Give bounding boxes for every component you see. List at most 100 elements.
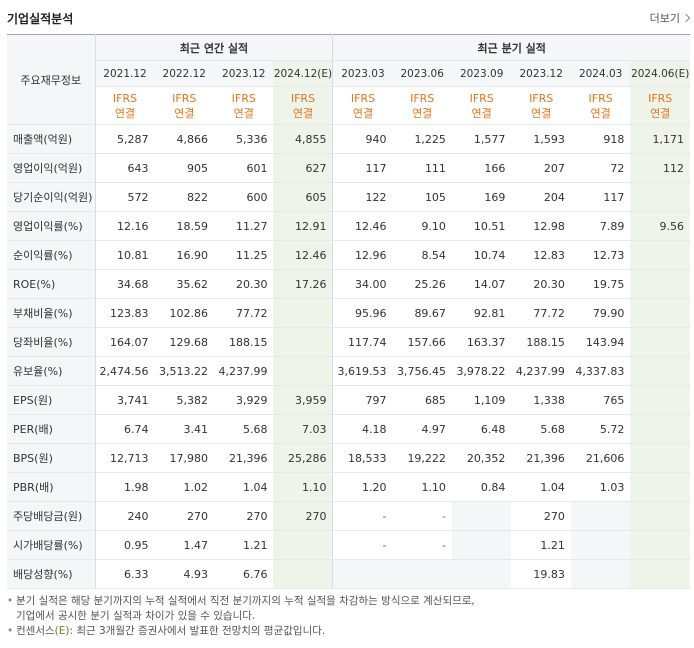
table-cell: 164.07 (95, 327, 155, 357)
table-cell: 10.51 (451, 211, 512, 241)
row-label: 시가배당률(%) (7, 530, 96, 560)
table-cell (332, 559, 393, 589)
table-row: 영업이익률(%) 12.16 18.59 11.27 12.91 12.46 9.10 10.… (7, 211, 690, 241)
table-cell: 188.15 (511, 327, 571, 357)
table-cell: 1.02 (154, 472, 214, 502)
ifrs-basis-label: IFRS 연결 (213, 86, 274, 125)
table-cell: 6.33 (95, 559, 155, 589)
table-cell: 12,713 (95, 443, 155, 473)
table-cell: 4,855 (273, 124, 333, 154)
period-header: 2023.09 (451, 60, 512, 87)
table-cell: 1.10 (273, 472, 333, 502)
table-cell: 3,929 (213, 385, 274, 415)
table-cell: 3,619.53 (332, 356, 393, 386)
table-cell: 270 (511, 501, 571, 531)
table-cell: 34.68 (95, 269, 155, 299)
table-cell (392, 559, 452, 589)
table-cell: 1.98 (95, 472, 155, 502)
table-cell (630, 240, 690, 270)
table-cell: 7.03 (273, 414, 333, 444)
table-cell: 207 (511, 153, 571, 183)
table-cell: 34.00 (332, 269, 393, 299)
table-cell: 601 (213, 153, 274, 183)
more-label: 더보기 (649, 12, 680, 25)
period-header: 2023.12 (213, 60, 274, 87)
table-cell: 4.18 (332, 414, 393, 444)
table-cell: 20.30 (213, 269, 274, 299)
ifrs-basis-label: IFRS 연결 (630, 86, 690, 125)
table-cell: 102.86 (154, 298, 214, 328)
table-row: 유보율(%) 2,474.56 3,513.22 4,237.99 3,619.53 3,… (7, 356, 690, 386)
table-cell (630, 182, 690, 212)
footnote-2: • 컨센서스(E): 최근 3개월간 증권사에서 발표한 전망치의 평균값입니다. (7, 624, 690, 639)
row-label: 순이익률(%) (7, 240, 96, 270)
table-cell: 20,352 (451, 443, 512, 473)
table-cell (451, 530, 512, 560)
row-label: PER(배) (7, 414, 96, 444)
table-cell (273, 559, 333, 589)
table-cell: 822 (154, 182, 214, 212)
table-cell: 72 (570, 153, 631, 183)
table-cell: 25.26 (392, 269, 452, 299)
table-cell: 123.83 (95, 298, 155, 328)
table-row: 영업이익(억원) 643 905 601 627 117 111 166 207 72 112 (7, 153, 690, 183)
table-cell: 188.15 (213, 327, 274, 357)
ifrs-basis-label: IFRS 연결 (451, 86, 512, 125)
table-cell: 0.95 (95, 530, 155, 560)
period-header: 2023.03 (332, 60, 393, 87)
group-quarter-header: 최근 분기 실적 (332, 34, 690, 61)
table-cell (630, 385, 690, 415)
panel-title: 기업실적분석 (7, 11, 74, 26)
table-cell: 5.72 (570, 414, 631, 444)
table-cell: 12.73 (570, 240, 631, 270)
table-cell: 5,336 (213, 124, 274, 154)
table-cell: 117 (570, 182, 631, 212)
table-cell: 5,287 (95, 124, 155, 154)
table-cell: 12.16 (95, 211, 155, 241)
table-cell: 5,382 (154, 385, 214, 415)
chevron-right-icon (681, 13, 691, 23)
footnote-2-text: : 최근 3개월간 증권사에서 발표한 전망치의 평균값입니다. (69, 625, 326, 637)
table-cell: 95.96 (332, 298, 393, 328)
table-cell (451, 501, 512, 531)
consolidated-label: 연결 (471, 106, 492, 120)
bullet-icon: • (7, 625, 14, 637)
ifrs-basis-label: IFRS 연결 (273, 86, 333, 125)
table-cell: 21,396 (511, 443, 571, 473)
table-cell (570, 559, 631, 589)
table-cell: 1.03 (570, 472, 631, 502)
consolidated-label: 연결 (412, 106, 433, 120)
table-cell: 270 (213, 501, 274, 531)
table-cell: 12.46 (332, 211, 393, 241)
table-cell: 605 (273, 182, 333, 212)
table-cell: 79.90 (570, 298, 631, 328)
table-cell: 1,171 (630, 124, 690, 154)
table-cell: 21,606 (570, 443, 631, 473)
table-row: ROE(%) 34.68 35.62 20.30 17.26 34.00 25.26 14.0… (7, 269, 690, 299)
row-label: EPS(원) (7, 385, 96, 415)
footnote-1-cont: 기업에서 공시한 분기 실적과 차이가 있을 수 있습니다. (7, 609, 690, 624)
table-cell: 204 (511, 182, 571, 212)
financial-table: 주요재무정보 최근 연간 실적 최근 분기 실적 2021.12 2022.12 2023… (7, 34, 690, 589)
table-cell: 10.81 (95, 240, 155, 270)
table-cell: 1.04 (511, 472, 571, 502)
ifrs-basis-label: IFRS 연결 (95, 86, 155, 125)
table-cell: 105 (392, 182, 452, 212)
table-cell (273, 356, 333, 386)
ifrs-label: IFRS (529, 91, 554, 105)
table-cell: 5.68 (213, 414, 274, 444)
more-link[interactable]: 더보기 (649, 10, 691, 26)
period-header: 2024.12(E) (273, 60, 333, 87)
table-row: 순이익률(%) 10.81 16.90 11.25 12.46 12.96 8.54 10.7… (7, 240, 690, 270)
bullet-icon: • (7, 595, 14, 607)
corner-label: 주요재무정보 (7, 34, 96, 125)
table-cell: 765 (570, 385, 631, 415)
ifrs-label: IFRS (290, 91, 316, 105)
table-cell (630, 327, 690, 357)
table-cell: 19,222 (392, 443, 452, 473)
table-row: 매출액(억원) 5,287 4,866 5,336 4,855 940 1,225 1,577… (7, 124, 690, 154)
ifrs-basis-label: IFRS 연결 (392, 86, 452, 125)
ifrs-label: IFRS (469, 91, 494, 105)
table-cell (451, 559, 512, 589)
